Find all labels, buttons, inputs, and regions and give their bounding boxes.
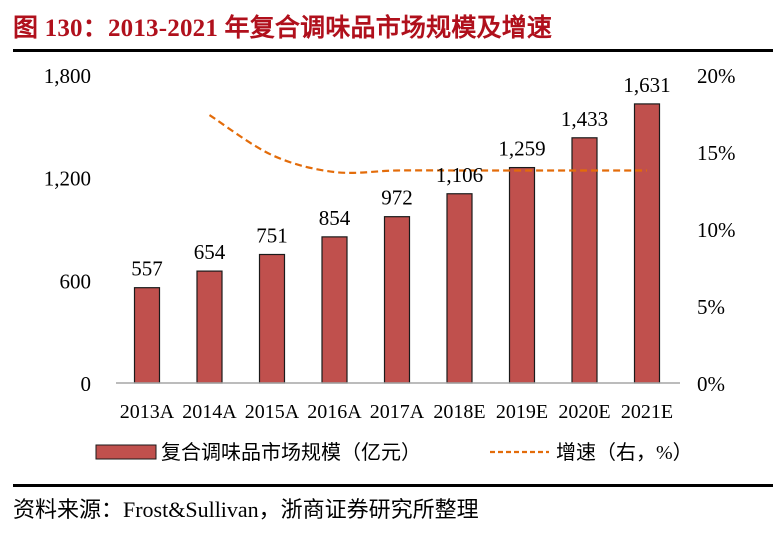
legend: 复合调味品市场规模（亿元） 增速（右，%） xyxy=(95,441,693,464)
x-axis-category-label: 2014A xyxy=(182,401,237,423)
right-axis-tick-label: 5% xyxy=(697,295,725,319)
x-axis-category-label: 2016A xyxy=(307,401,362,423)
left-axis-tick-label: 0 xyxy=(81,372,92,396)
bar-value-label: 557 xyxy=(131,257,163,281)
figure-title: 图 130：2013-2021 年复合调味品市场规模及增速 xyxy=(13,15,553,42)
x-axis-category-label: 2017A xyxy=(370,401,425,423)
x-axis-category-label: 2020E xyxy=(558,401,610,423)
left-axis-ticks: 0 600 1,200 1,800 xyxy=(44,64,91,396)
bar xyxy=(196,270,223,384)
growth-rate-line xyxy=(208,114,647,174)
bar-value-label: 1,106 xyxy=(436,163,483,187)
bar-value-labels: 557 654 751 854 972 1,106 1,259 1,433 1,631 xyxy=(131,73,670,281)
bottom-rule xyxy=(13,484,773,487)
bar-value-label: 751 xyxy=(256,223,288,247)
x-axis-category-label: 2021E xyxy=(621,401,673,423)
right-axis-ticks: 0% 5% 10% 15% 20% xyxy=(697,64,736,396)
bar-value-label: 654 xyxy=(194,240,226,264)
left-axis-tick-label: 1,200 xyxy=(44,167,91,191)
legend-line-label: 增速（右，%） xyxy=(556,441,693,464)
left-axis-tick-label: 600 xyxy=(60,269,92,293)
bars-series xyxy=(133,103,661,384)
x-axis-category-label: 2013A xyxy=(120,401,175,423)
bar xyxy=(133,287,161,384)
left-axis-tick-label: 1,800 xyxy=(44,64,91,88)
right-axis-tick-label: 20% xyxy=(697,64,736,88)
bar xyxy=(321,236,348,384)
right-axis-tick-label: 0% xyxy=(697,372,725,396)
bar xyxy=(446,193,473,384)
legend-bar-swatch xyxy=(95,444,157,460)
bar-value-label: 1,631 xyxy=(623,73,670,97)
bar xyxy=(383,216,411,384)
x-axis-category-label: 2018E xyxy=(433,401,485,423)
right-axis-tick-label: 10% xyxy=(697,218,736,242)
x-axis-category-label: 2019E xyxy=(496,401,548,423)
x-axis-category-label: 2015A xyxy=(245,401,300,423)
legend-bar-label: 复合调味品市场规模（亿元） xyxy=(161,441,421,464)
bar-value-label: 1,433 xyxy=(561,107,608,131)
right-axis-tick-label: 15% xyxy=(697,141,736,165)
bar xyxy=(571,137,598,384)
bar-value-label: 972 xyxy=(381,186,413,210)
source-note: 资料来源：Frost&Sullivan，浙商证券研究所整理 xyxy=(13,497,479,522)
bar-value-label: 1,259 xyxy=(498,137,545,161)
bar-value-label: 854 xyxy=(319,206,351,230)
bar xyxy=(633,103,661,384)
bar-line-chart: 0 600 1,200 1,800 0% 5% 10% 15% 20% 557 654 751 85… xyxy=(44,64,736,464)
top-rule xyxy=(13,49,773,52)
x-axis-category-labels: 2013A 2014A 2015A 2016A 2017A 2018E 2019E 2020E… xyxy=(120,401,673,423)
bar xyxy=(508,166,536,384)
bar xyxy=(258,253,286,384)
